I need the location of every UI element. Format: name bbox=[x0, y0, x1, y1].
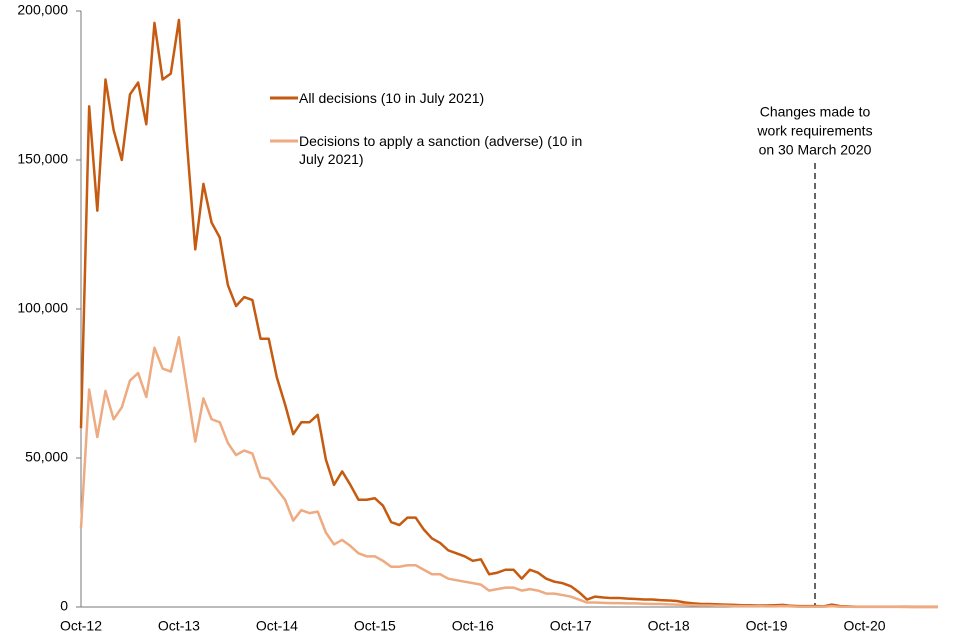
y-tick-label: 100,000 bbox=[17, 300, 68, 316]
x-tick-label: Oct-18 bbox=[648, 618, 690, 634]
legend-label: Decisions to apply a sanction (adverse) … bbox=[299, 133, 583, 167]
y-tick-label: 200,000 bbox=[17, 2, 68, 18]
y-tick-label: 0 bbox=[60, 598, 68, 614]
legend-label: All decisions (10 in July 2021) bbox=[299, 90, 485, 106]
x-tick-label: Oct-17 bbox=[550, 618, 592, 634]
x-tick-label: Oct-15 bbox=[354, 618, 396, 634]
x-tick-label: Oct-14 bbox=[256, 618, 298, 634]
annotation-text: on 30 March 2020 bbox=[759, 142, 872, 158]
x-tick-label: Oct-19 bbox=[746, 618, 788, 634]
x-tick-label: Oct-12 bbox=[60, 618, 102, 634]
x-tick-label: Oct-20 bbox=[844, 618, 886, 634]
x-tick-label: Oct-16 bbox=[452, 618, 494, 634]
series-line bbox=[79, 336, 938, 609]
x-tick-label: Oct-13 bbox=[158, 618, 200, 634]
y-tick-label: 50,000 bbox=[25, 449, 68, 465]
annotation-text: work requirements bbox=[756, 123, 872, 139]
annotation-text: Changes made to bbox=[760, 104, 871, 120]
y-tick-label: 150,000 bbox=[17, 151, 68, 167]
